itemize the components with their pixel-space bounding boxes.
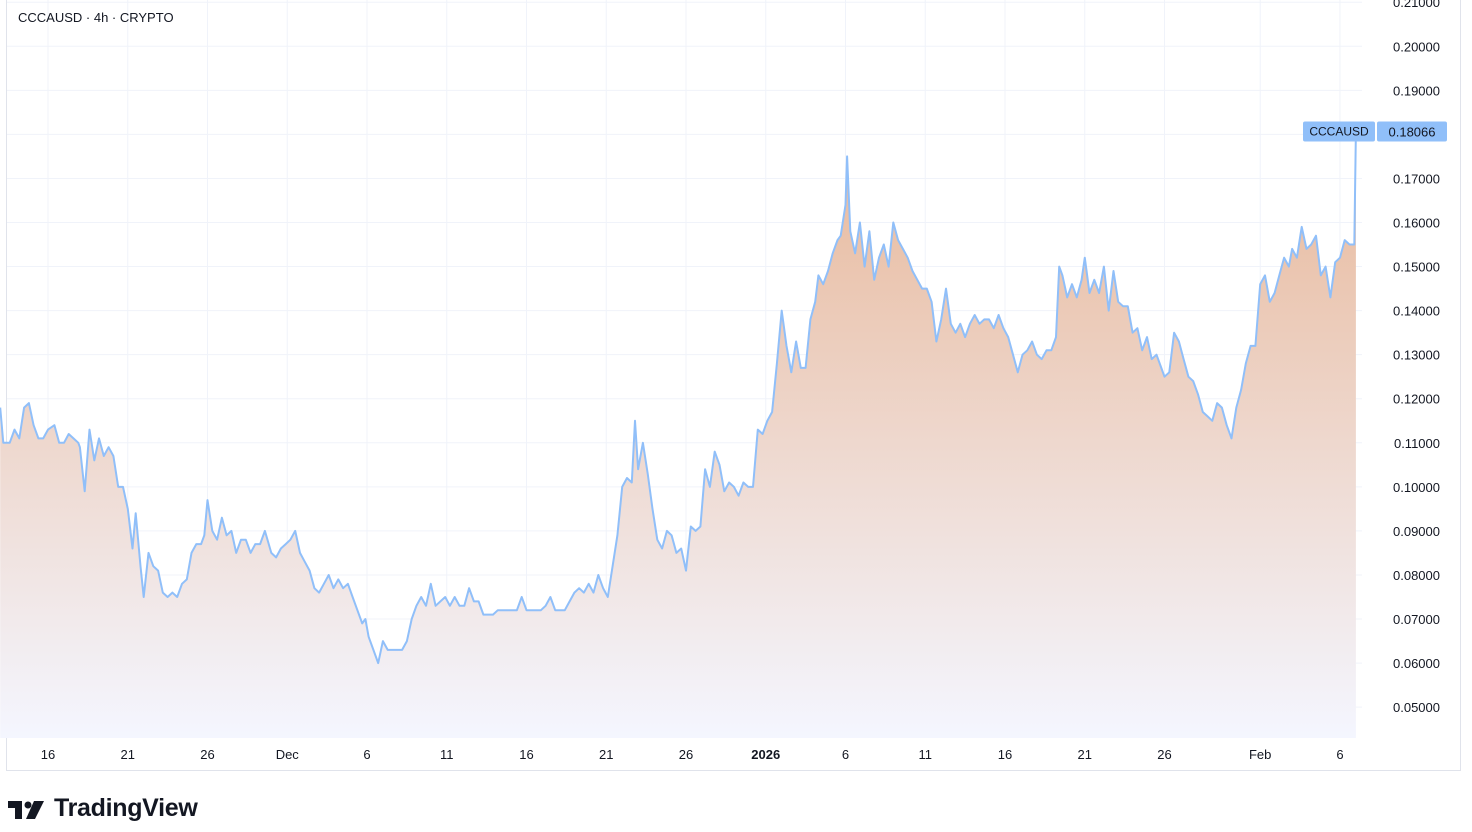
x-tick-label: 16: [519, 747, 533, 762]
x-tick-label: 2026: [751, 747, 780, 762]
x-tick-label: 6: [842, 747, 849, 762]
last-price-tag: CCCAUSD 0.18066: [1303, 121, 1447, 142]
x-tick-label: 26: [200, 747, 214, 762]
x-tick-label: 16: [998, 747, 1012, 762]
x-tick-label: 26: [1157, 747, 1171, 762]
price-axis[interactable]: 0.05000 0.06000 0.07000 0.08000 0.09000 0.100…: [1393, 0, 1440, 715]
y-tick-label: 0.17000: [1393, 171, 1440, 186]
y-tick-label: 0.20000: [1393, 39, 1440, 54]
x-tick-label: 16: [41, 747, 55, 762]
chart-frame: [6, 0, 1461, 771]
grid: [7, 0, 1362, 738]
chart-title: CCCAUSD · 4h · CRYPTO: [18, 10, 174, 25]
x-tick-label: 6: [363, 747, 370, 762]
x-tick-label: 11: [919, 747, 933, 762]
y-tick-label: 0.07000: [1393, 612, 1440, 627]
x-tick-label: Dec: [276, 747, 300, 762]
y-tick-label: 0.06000: [1393, 656, 1440, 671]
x-tick-label: 26: [679, 747, 693, 762]
y-tick-label: 0.10000: [1393, 480, 1440, 495]
last-price-value: 0.18066: [1389, 124, 1436, 139]
x-tick-label: 21: [121, 747, 135, 762]
y-tick-label: 0.13000: [1393, 348, 1440, 363]
x-tick-label: 21: [1078, 747, 1092, 762]
x-tick-label: 11: [440, 747, 454, 762]
y-tick-label: 0.21000: [1393, 0, 1440, 10]
price-chart[interactable]: 0.05000 0.06000 0.07000 0.08000 0.09000 0.100…: [0, 0, 1472, 780]
y-tick-label: 0.15000: [1393, 260, 1440, 275]
y-tick-label: 0.19000: [1393, 83, 1440, 98]
symbol-label-bg: [1303, 121, 1375, 142]
y-tick-label: 0.12000: [1393, 392, 1440, 407]
y-tick-label: 0.05000: [1393, 700, 1440, 715]
price-line: [0, 131, 1357, 665]
symbol-label: CCCAUSD: [1309, 124, 1369, 138]
x-tick-label: Feb: [1249, 747, 1271, 762]
y-tick-label: 0.14000: [1393, 304, 1440, 319]
last-price-bg: [1377, 121, 1447, 142]
x-tick-label: 21: [599, 747, 613, 762]
time-axis[interactable]: 16 21 26 Dec 6 11 16 21 26 2026 6 11 16 21 26 Feb 6: [41, 747, 1344, 762]
x-tick-label: 6: [1336, 747, 1343, 762]
y-tick-label: 0.16000: [1393, 216, 1440, 231]
brand-name: TradingView: [54, 794, 198, 822]
tradingview-logo[interactable]: TradingView: [8, 794, 198, 823]
tradingview-logo-icon: [8, 800, 44, 819]
price-area: [0, 131, 1356, 738]
y-tick-label: 0.11000: [1394, 436, 1440, 451]
y-tick-label: 0.08000: [1393, 568, 1440, 583]
y-tick-label: 0.09000: [1393, 524, 1440, 539]
